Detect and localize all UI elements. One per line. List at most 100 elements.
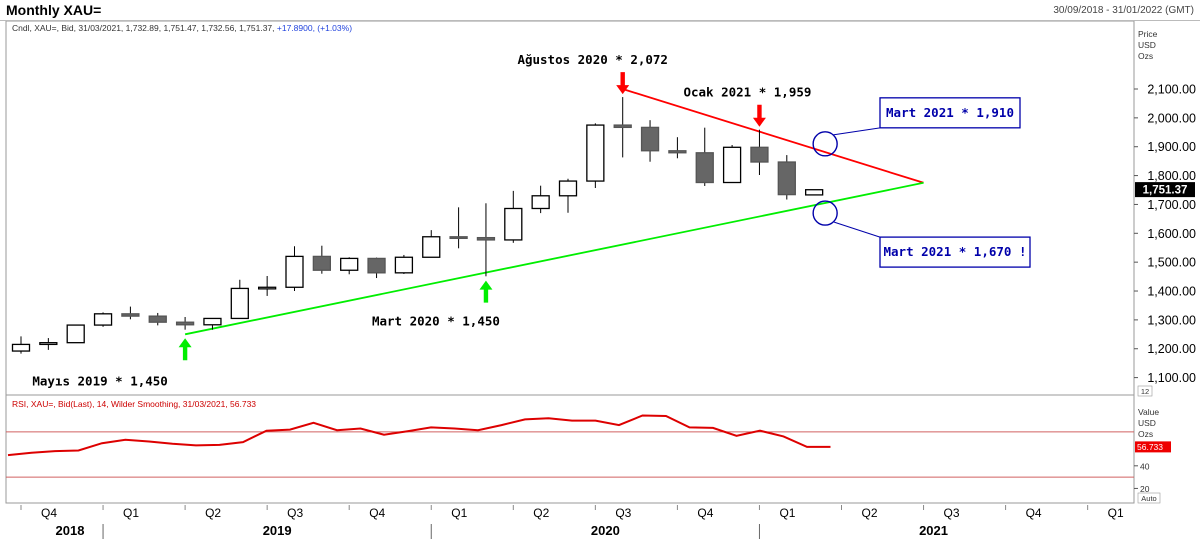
x-quarter-label: Q4 (369, 506, 385, 520)
price-tick-label: 1,900.00 (1147, 140, 1196, 154)
candle (640, 120, 660, 162)
title-bar: Monthly XAU= 30/09/2018 - 31/01/2022 (GM… (0, 0, 1200, 21)
date-range-label: 30/09/2018 - 31/01/2022 (GMT) (1053, 5, 1194, 16)
candle-body-up (39, 342, 58, 346)
candle (66, 324, 85, 344)
chart-window-title: Monthly XAU= (6, 2, 102, 18)
candle (230, 279, 249, 320)
candle-body-down (449, 236, 468, 240)
price-y-axis: 2,100.00 2,000.00 1,900.00 1,800.00 1,700.00… (1134, 83, 1196, 385)
rsi-axis-title-2: USD (1138, 418, 1156, 428)
candle-body-down (695, 152, 714, 184)
trendline-support (184, 181, 924, 336)
price-axis-title-3: Ozs (1138, 51, 1153, 61)
candle-body-up (558, 180, 578, 197)
candle-body-up (422, 236, 441, 258)
candle-body-up (93, 313, 113, 326)
price-tick-label: 1,400.00 (1147, 285, 1196, 299)
x-quarter-label: Q1 (1108, 506, 1124, 520)
price-panel-frame (5, 21, 1135, 396)
last-price-badge (1135, 182, 1195, 198)
price-axis-title-2: USD (1138, 40, 1156, 50)
x-year-label: 2019 (263, 523, 292, 538)
price-tick-label: 1,300.00 (1147, 313, 1196, 327)
callout-label: Mart 2021 * 1,910 (886, 105, 1014, 120)
candle-body-down (750, 146, 769, 163)
rsi-reference-lines (6, 431, 1134, 478)
x-quarter-label: Q1 (123, 506, 139, 520)
annotation-label: Ağustos 2020 * 2,072 (517, 52, 668, 67)
candle (175, 316, 195, 330)
rsi-panel-frame (5, 394, 1135, 504)
price-tick-label: 2,100.00 (1147, 83, 1196, 97)
annotation: Mayıs 2019 * 1,450 (32, 338, 192, 388)
x-quarter-label: Q3 (944, 506, 960, 520)
candle (394, 254, 414, 274)
x-quarter-label: Q3 (615, 506, 631, 520)
arrow-up-icon (178, 338, 192, 361)
x-quarter-label: Q1 (779, 506, 795, 520)
chart-canvas[interactable]: Cndl, XAU=, Bid, 31/03/2021, 1,732.89, 1… (0, 21, 1200, 553)
rsi-axis-title-3: Ozs (1138, 429, 1153, 439)
candle-body-up (66, 324, 85, 344)
annotation: Ocak 2021 * 1,959 (683, 85, 811, 127)
price-tick-label: 1,100.00 (1147, 371, 1196, 385)
candle-body-up (531, 195, 550, 210)
candle (504, 190, 523, 243)
candle (722, 144, 742, 184)
rsi-tick-label: 40 (1140, 461, 1150, 471)
x-quarter-label: Q1 (451, 506, 467, 520)
candle (148, 312, 167, 326)
last-price-label: 1,751.37 (1143, 185, 1188, 197)
candle (476, 203, 496, 277)
arrow-down-icon (752, 104, 766, 127)
x-year-label: 2018 (56, 523, 85, 538)
candle (257, 276, 277, 296)
candle-body-up (11, 343, 31, 352)
candle-body-up (805, 189, 824, 196)
candle-body-down (312, 255, 332, 271)
time-x-axis: Q4 Q1 Q2 Q3 Q4 Q1 Q2 Q3 Q4 Q1 Q2 Q3 Q4 Q1 2018 2019 2020… (20, 505, 1124, 539)
price-tick-label: 2,000.00 (1147, 111, 1196, 125)
candle (695, 127, 714, 186)
candle-body-up (230, 287, 249, 320)
price-axis-title-1: Price (1138, 29, 1158, 39)
candle-body-up (586, 124, 605, 182)
price-legend-main: Cndl, XAU=, Bid, 31/03/2021, 1,732.89, 1… (12, 23, 277, 33)
candle-body-up (504, 207, 523, 241)
callout-leader (833, 127, 881, 136)
candle (777, 155, 796, 200)
candle-body-up (285, 255, 304, 288)
annotation-label: Ocak 2021 * 1,959 (683, 85, 811, 100)
candle (805, 189, 824, 196)
rsi-footer-badge-box (1137, 492, 1161, 504)
candle (39, 338, 58, 350)
candle-body-down (613, 124, 632, 129)
candle-body-up (722, 146, 742, 184)
rsi-line (7, 414, 831, 457)
rsi-axis-title-1: Value (1138, 407, 1159, 417)
rsi-last-label: 56.733 (1137, 442, 1163, 452)
candle-body-down (175, 321, 195, 326)
candle (449, 207, 468, 249)
candle-body-down (148, 315, 167, 323)
rsi-legend: RSI, XAU=, Bid(Last), 14, Wilder Smoothi… (12, 399, 256, 409)
rsi-last-badge (1135, 441, 1171, 453)
candle (422, 230, 441, 258)
callout-label: Mart 2021 * 1,670 ! (884, 244, 1027, 259)
candle (668, 137, 687, 159)
rsi-y-axis: 40 20 (1134, 461, 1150, 494)
candle (367, 257, 386, 279)
trendline-resistance (622, 88, 924, 184)
price-tick-label: 1,800.00 (1147, 169, 1196, 183)
annotation: Mart 2020 * 1,450 (372, 280, 500, 329)
callout-box (879, 236, 1031, 268)
candle-body-up (340, 257, 359, 271)
candle-body-down (777, 161, 796, 196)
candle-body-up (257, 286, 277, 290)
callout-box (879, 97, 1021, 129)
annotation-label: Mayıs 2019 * 1,450 (32, 373, 167, 388)
x-year-label: 2020 (591, 523, 620, 538)
x-quarter-label: Q3 (287, 506, 303, 520)
price-legend-change: +17.8900, (+1.03%) (277, 23, 352, 33)
